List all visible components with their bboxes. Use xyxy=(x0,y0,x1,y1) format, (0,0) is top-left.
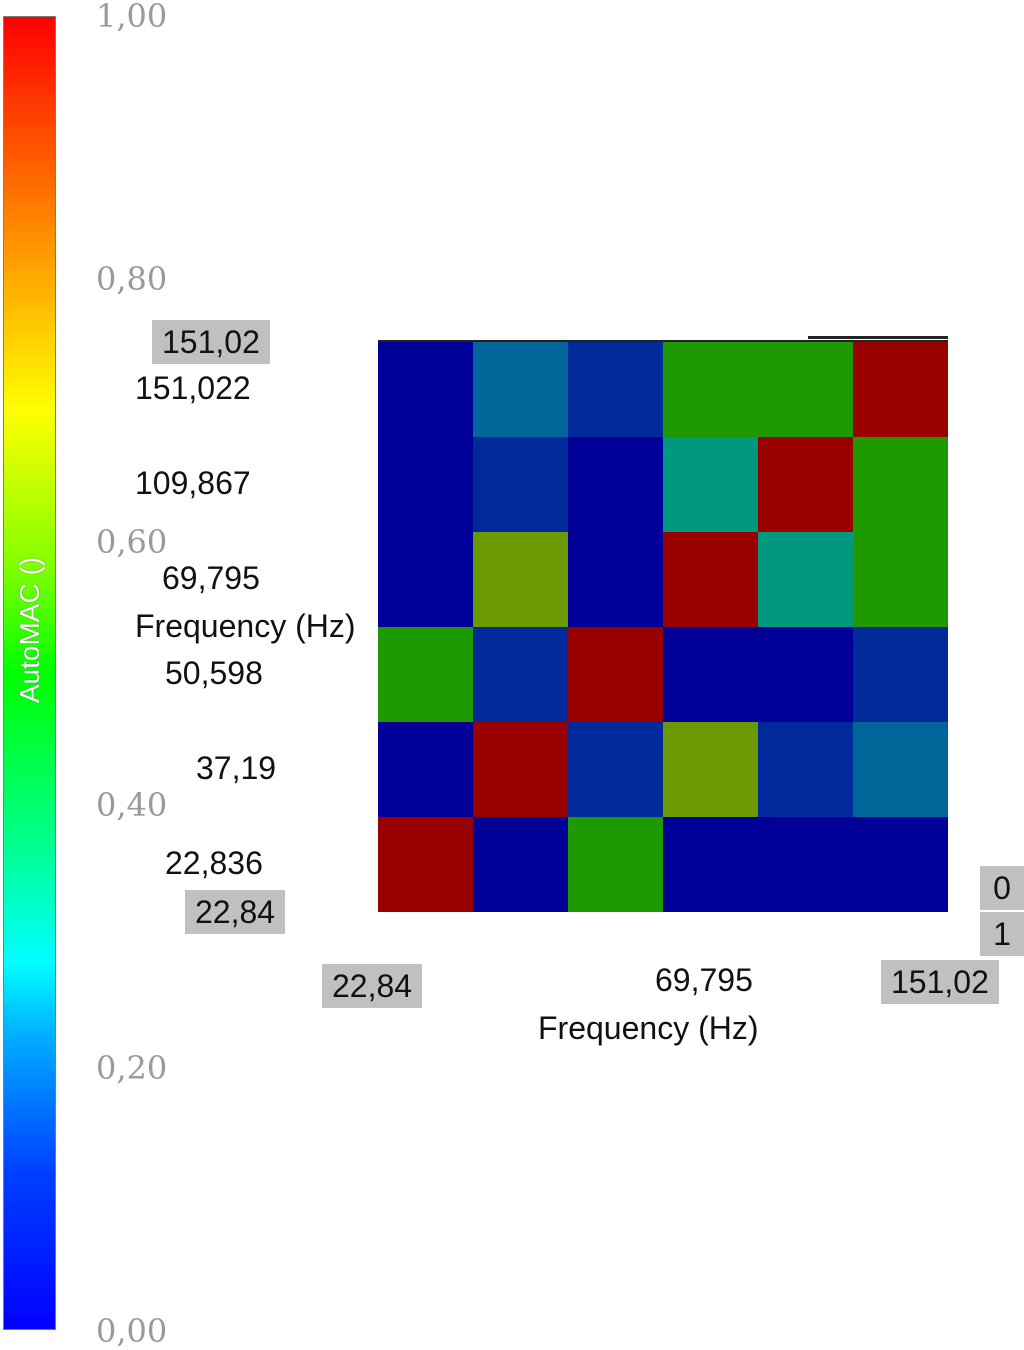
heatmap-cell xyxy=(568,817,663,912)
heatmap-cell xyxy=(758,342,853,437)
y-axis-title: Frequency (Hz) xyxy=(135,608,356,644)
heatmap-cell xyxy=(663,722,758,817)
heatmap-cell xyxy=(758,532,853,627)
x-range-min-box[interactable]: 22,84 xyxy=(322,964,423,1008)
heatmap-cell xyxy=(473,437,568,532)
y-range-min-box[interactable]: 22,84 xyxy=(185,890,286,934)
heatmap-cell xyxy=(663,627,758,722)
colorbar-tick-max: 1,00 xyxy=(96,0,168,35)
heatmap-cell xyxy=(473,342,568,437)
heatmap-grid xyxy=(378,342,948,912)
heatmap-cell xyxy=(758,817,853,912)
colorbar-tick: 0,60 xyxy=(96,523,168,561)
colorbar-tick-min: 0,00 xyxy=(96,1312,168,1350)
heatmap-cell xyxy=(473,627,568,722)
y-range-max-box[interactable]: 151,02 xyxy=(152,320,270,364)
x-range-max-box[interactable]: 151,02 xyxy=(881,960,999,1004)
heatmap-cell xyxy=(758,437,853,532)
y-tick-label: 22,836 xyxy=(165,845,263,881)
colorbar-tick: 0,20 xyxy=(96,1049,168,1087)
heatmap-cell xyxy=(378,532,473,627)
heatmap-cell xyxy=(853,342,948,437)
heatmap-cell xyxy=(853,722,948,817)
heatmap-cell xyxy=(473,532,568,627)
heatmap-cell xyxy=(853,817,948,912)
heatmap-cell xyxy=(568,722,663,817)
heatmap-cell xyxy=(663,817,758,912)
colorbar-tick: 0,80 xyxy=(96,260,168,298)
plot-border-accent xyxy=(808,336,948,339)
colorbar-tick: 0,40 xyxy=(96,786,168,824)
heatmap-cell xyxy=(568,532,663,627)
y-tick-label: 69,795 xyxy=(162,560,260,596)
heatmap-cell xyxy=(758,722,853,817)
y-tick-label: 50,598 xyxy=(165,655,263,691)
colorbar-title: AutoMAC () xyxy=(14,556,45,704)
plot-border xyxy=(378,340,948,343)
heatmap-cell xyxy=(378,627,473,722)
heatmap-cell xyxy=(378,342,473,437)
heatmap-cell xyxy=(853,627,948,722)
heatmap-cell xyxy=(473,722,568,817)
y-tick-label: 109,867 xyxy=(135,465,251,501)
heatmap-cell xyxy=(568,437,663,532)
heatmap-cell xyxy=(853,532,948,627)
heatmap-cell xyxy=(853,437,948,532)
heatmap-cell xyxy=(378,722,473,817)
x-axis-title: Frequency (Hz) xyxy=(538,1010,759,1046)
heatmap-cell xyxy=(663,437,758,532)
heatmap-cell xyxy=(568,627,663,722)
side-value-box: 1 xyxy=(980,912,1024,956)
heatmap-cell xyxy=(378,437,473,532)
heatmap-cell xyxy=(378,817,473,912)
heatmap-cell xyxy=(568,342,663,437)
heatmap-cell xyxy=(758,627,853,722)
heatmap-cell xyxy=(663,532,758,627)
heatmap-cell xyxy=(663,342,758,437)
colorbar xyxy=(3,16,56,1330)
heatmap-cell xyxy=(473,817,568,912)
y-tick-label: 151,022 xyxy=(135,370,251,406)
side-value-box: 0 xyxy=(980,866,1024,910)
y-tick-label: 37,19 xyxy=(196,750,277,786)
x-tick-label: 69,795 xyxy=(655,962,753,998)
